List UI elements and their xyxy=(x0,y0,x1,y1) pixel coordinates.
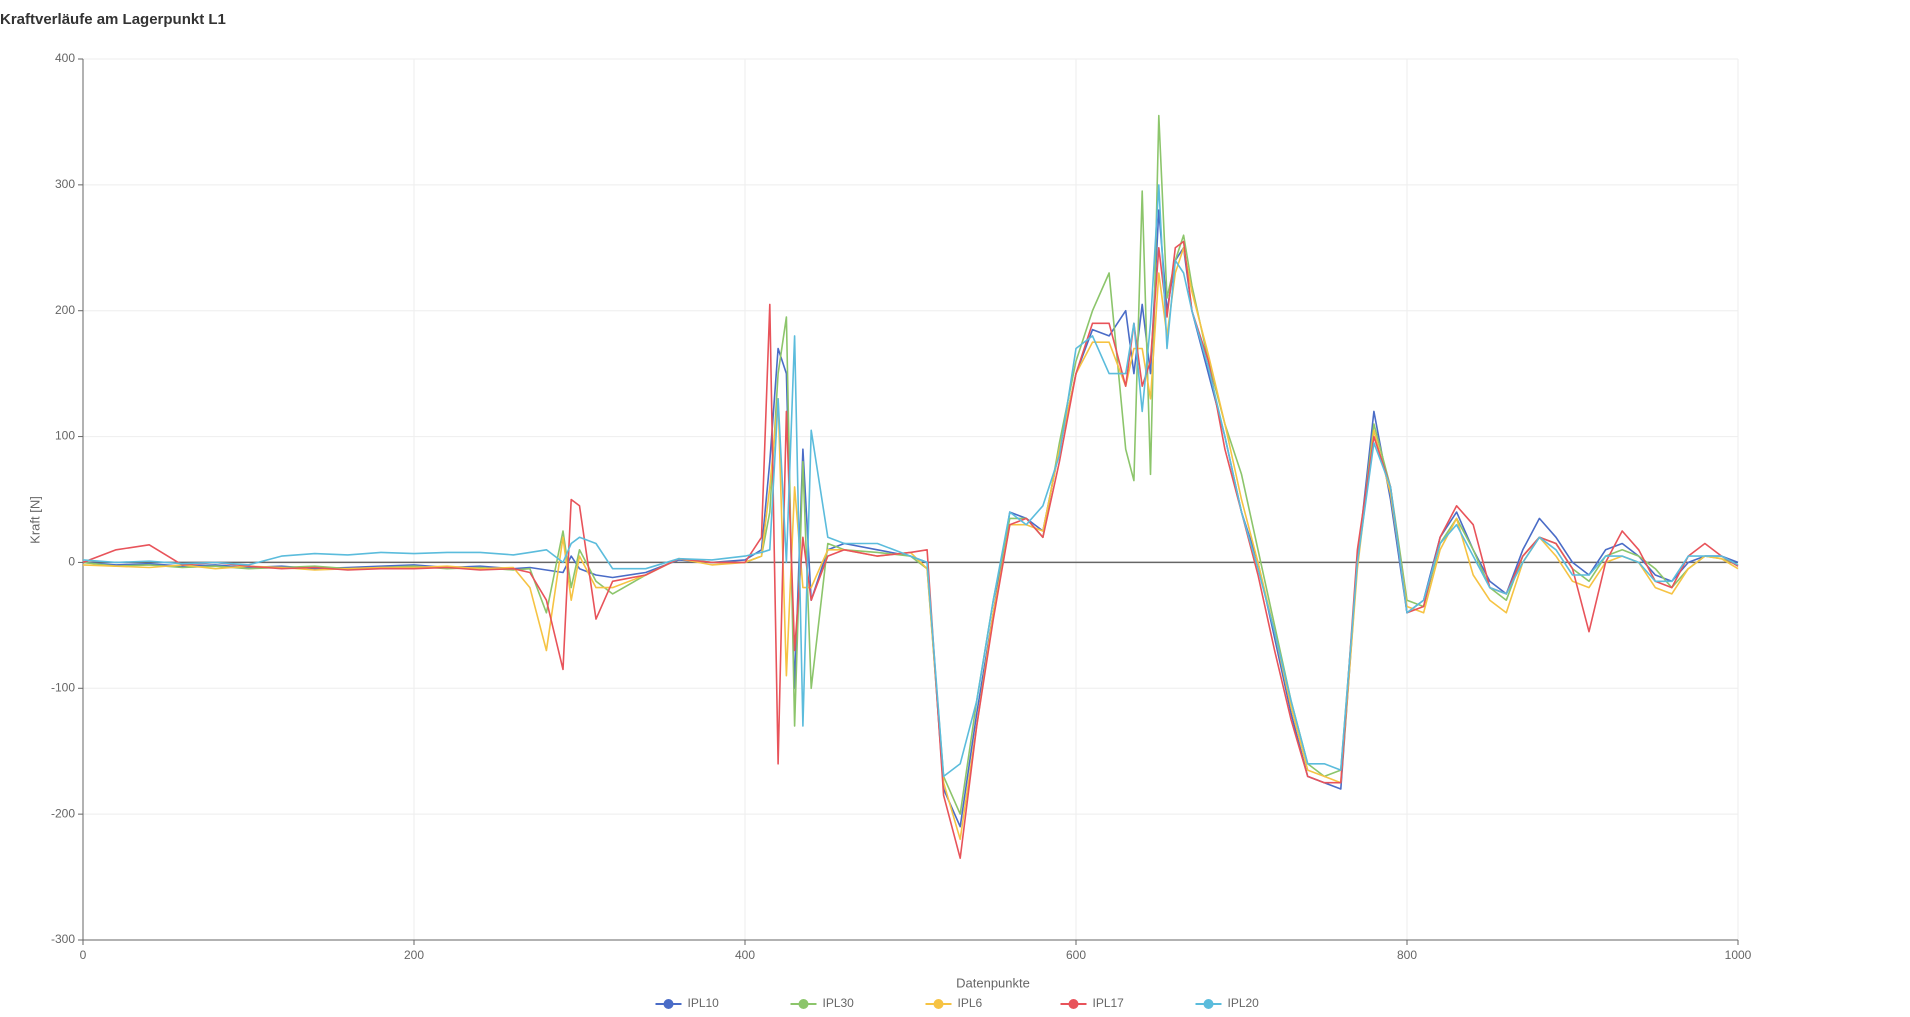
legend-item[interactable]: IPL17 xyxy=(1060,996,1125,1010)
x-tick-label: 400 xyxy=(735,948,755,962)
legend-marker xyxy=(798,999,809,1009)
legend-marker xyxy=(933,999,944,1009)
legend-label: IPL6 xyxy=(958,996,983,1010)
y-tick-label: 400 xyxy=(55,51,75,65)
series-line xyxy=(82,240,1739,859)
series-line xyxy=(82,114,1739,815)
y-axis-title: Kraft [N] xyxy=(27,496,42,544)
legend-label: IPL17 xyxy=(1093,996,1125,1010)
legend-marker xyxy=(1068,999,1079,1009)
x-tick-label: 0 xyxy=(80,948,87,962)
y-tick-label: -300 xyxy=(51,932,75,946)
x-tick-label: 200 xyxy=(404,948,424,962)
y-tick-label: 0 xyxy=(68,555,75,569)
x-axis-title: Datenpunkte xyxy=(956,975,1030,990)
y-tick-label: 100 xyxy=(55,429,75,443)
chart-title: Kraftverläufe am Lagerpunkt L1 xyxy=(0,11,226,28)
series-line xyxy=(82,247,1739,841)
y-tick-label: -100 xyxy=(51,680,75,694)
legend-item[interactable]: IPL10 xyxy=(655,996,720,1010)
legend-marker xyxy=(663,999,674,1009)
y-tick-label: -200 xyxy=(51,806,75,820)
legend-item[interactable]: IPL20 xyxy=(1195,996,1260,1010)
y-tick-label: 300 xyxy=(55,177,75,191)
legend-label: IPL20 xyxy=(1228,996,1260,1010)
legend-marker xyxy=(1203,999,1214,1009)
x-tick-label: 800 xyxy=(1397,948,1417,962)
legend-item[interactable]: IPL30 xyxy=(790,996,855,1010)
y-tick-label: 200 xyxy=(55,303,75,317)
legend-label: IPL30 xyxy=(823,996,855,1010)
legend-label: IPL10 xyxy=(688,996,720,1010)
series-line xyxy=(82,209,1739,828)
legend-item[interactable]: IPL6 xyxy=(925,996,983,1010)
x-tick-label: 1000 xyxy=(1725,948,1752,962)
series-line xyxy=(82,184,1739,778)
x-tick-label: 600 xyxy=(1066,948,1086,962)
